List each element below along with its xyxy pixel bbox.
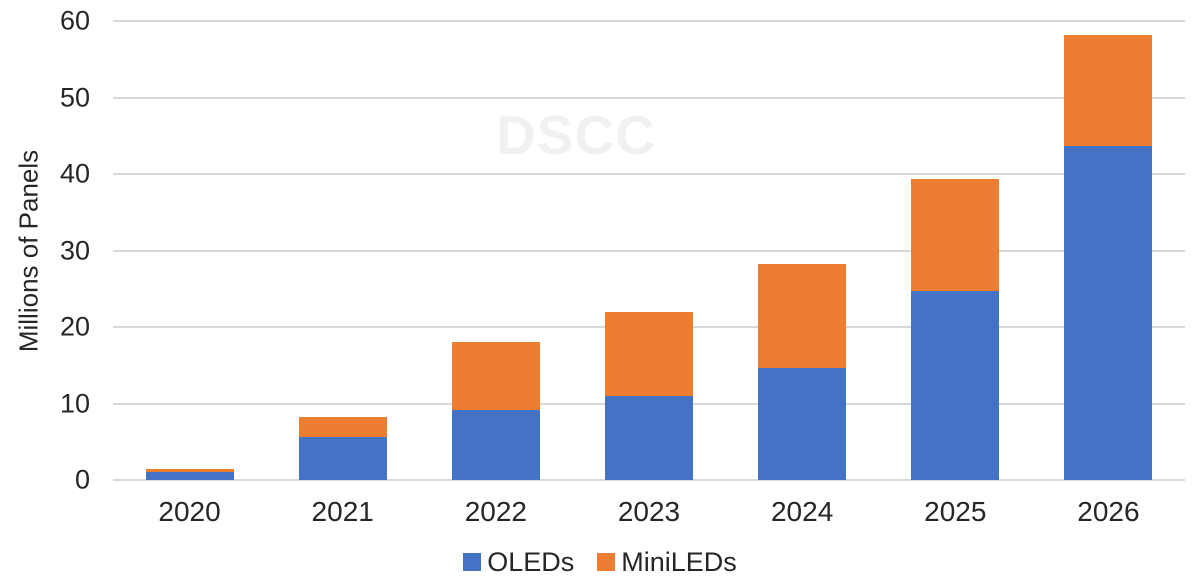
x-tick-label-2024: 2024 bbox=[770, 496, 834, 527]
y-tick-label: 50 bbox=[59, 82, 90, 112]
bar-segment-minileds-2020 bbox=[145, 469, 234, 472]
y-axis: 0 10 20 30 40 50 60 bbox=[0, 0, 90, 500]
y-tick-label: 40 bbox=[59, 158, 90, 189]
bar-segment-oleds-2020 bbox=[145, 471, 234, 480]
plot-area bbox=[113, 20, 1185, 481]
y-tick-label: 10 bbox=[59, 388, 90, 418]
x-tick-label-2025: 2025 bbox=[924, 496, 987, 527]
dscc-watermark: DSCC bbox=[496, 104, 656, 166]
legend-swatch-oleds bbox=[463, 553, 482, 571]
x-tick-label-2026: 2026 bbox=[1077, 496, 1140, 527]
legend-item-oleds: OLEDs bbox=[463, 547, 575, 577]
x-tick-label-2023: 2023 bbox=[617, 496, 681, 527]
bar-segment-minileds-2022 bbox=[451, 342, 540, 410]
legend: OLEDs MiniLEDs bbox=[0, 547, 1200, 577]
bar-segment-oleds-2022 bbox=[451, 409, 540, 480]
bar-segment-oleds-2024 bbox=[758, 367, 847, 480]
y-tick-label: 30 bbox=[59, 235, 90, 265]
gridline bbox=[113, 479, 1185, 481]
bar-segment-oleds-2023 bbox=[605, 395, 693, 480]
y-tick-label: 20 bbox=[59, 311, 90, 342]
gridline bbox=[113, 96, 1185, 99]
legend-label-oleds: OLEDs bbox=[487, 547, 575, 577]
legend-item-minileds: MiniLEDs bbox=[597, 547, 737, 577]
bar-segment-oleds-2026 bbox=[1064, 145, 1153, 480]
bar-segment-oleds-2021 bbox=[298, 437, 387, 480]
gridline bbox=[113, 249, 1185, 252]
bar-segment-minileds-2026 bbox=[1064, 34, 1153, 146]
legend-label-minileds: MiniLEDs bbox=[621, 547, 737, 577]
x-tick-label-2022: 2022 bbox=[464, 496, 527, 527]
gridline bbox=[113, 20, 1185, 22]
gridline bbox=[113, 173, 1185, 175]
y-tick-label: 60 bbox=[59, 5, 90, 36]
x-tick-label-2020: 2020 bbox=[158, 496, 221, 527]
y-tick-label: 0 bbox=[74, 464, 90, 495]
x-tick-label-2021: 2021 bbox=[311, 496, 374, 527]
bar-segment-oleds-2025 bbox=[911, 291, 1000, 480]
bar-segment-minileds-2025 bbox=[911, 178, 1000, 292]
bar-segment-minileds-2023 bbox=[605, 312, 693, 396]
bar-segment-minileds-2021 bbox=[298, 417, 387, 438]
legend-swatch-minileds bbox=[597, 553, 616, 571]
x-axis: 2020 2021 2022 2023 2024 2025 2026 bbox=[113, 496, 1185, 528]
bar-segment-minileds-2024 bbox=[758, 264, 847, 368]
